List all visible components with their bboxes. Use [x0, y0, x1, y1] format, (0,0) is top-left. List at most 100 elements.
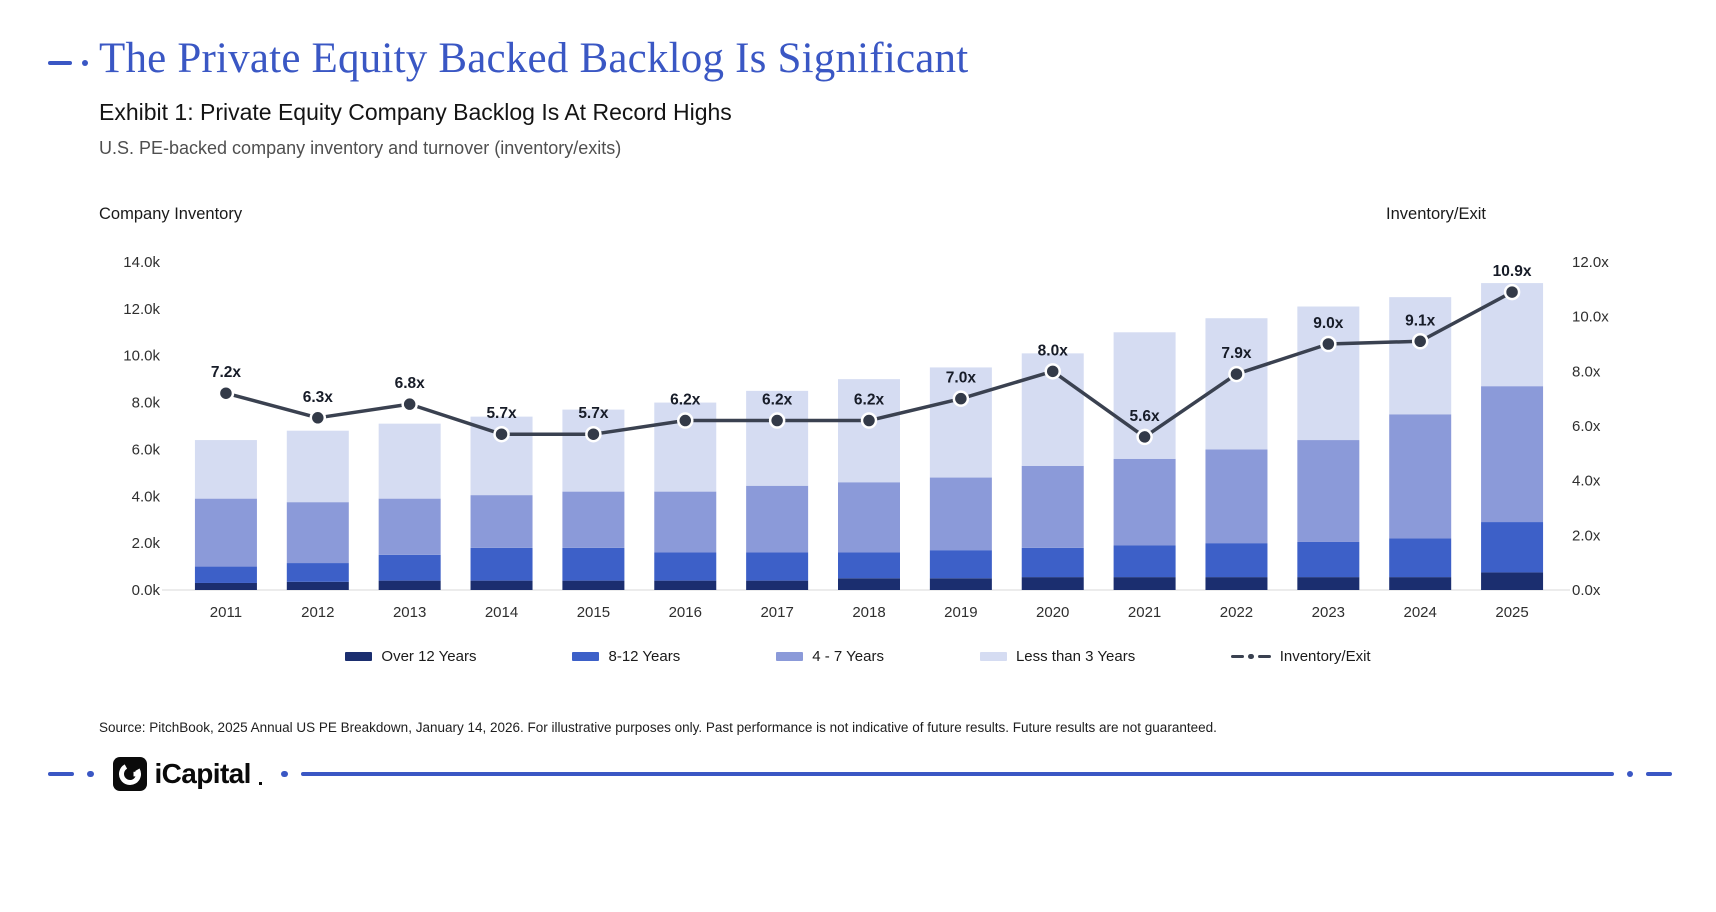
x-axis-label: 2022 — [1220, 604, 1253, 621]
line-marker — [1320, 335, 1337, 353]
legend-item: 4 - 7 Years — [776, 648, 884, 665]
brand-footer: iCapital — [48, 754, 1672, 794]
line-marker — [1503, 283, 1521, 301]
bar-segment — [378, 498, 441, 555]
bar-segment — [1205, 449, 1268, 544]
line-marker — [1136, 428, 1153, 446]
right-axis-tick: 10.0x — [1572, 309, 1609, 326]
right-axis-tick: 12.0x — [1572, 254, 1609, 271]
bar-segment — [929, 477, 992, 551]
bar-segment — [470, 495, 533, 548]
bar-segment — [1481, 522, 1544, 573]
line-marker — [677, 412, 694, 429]
value-label: 6.2x — [854, 392, 885, 409]
stacked-bar-line-chart: 0.0k 2.0k 4.0k 6.0k 8.0k 10.0k 12.0k 14.0k 0.0x 2… — [123, 254, 1609, 621]
bar-segment — [194, 566, 257, 583]
line-marker — [1411, 333, 1429, 350]
legend-label: 4 - 7 Years — [812, 648, 884, 665]
right-axis-tick: 2.0x — [1572, 527, 1601, 544]
line-marker — [309, 409, 327, 427]
bar-segment — [1297, 440, 1360, 542]
brand-wordmark: iCapital — [154, 758, 252, 789]
value-label: 6.3x — [303, 389, 334, 406]
bar-segment — [654, 491, 717, 553]
icapital-logo-icon — [112, 757, 147, 791]
legend-line-swatch-icon — [1231, 653, 1271, 660]
legend-item: 8-12 Years — [572, 648, 680, 665]
legend-item: Less than 3 Years — [979, 648, 1135, 665]
x-axis-label: 2017 — [760, 604, 793, 621]
bar-segment — [654, 580, 717, 590]
bar-segment — [378, 554, 441, 581]
left-axis-tick: 6.0k — [132, 441, 161, 458]
bar-segment — [1389, 577, 1452, 590]
bar-segment — [929, 367, 992, 478]
left-axis-tick: 2.0k — [132, 535, 161, 552]
icapital-logo: iCapital — [112, 757, 263, 791]
dash-icon — [1257, 654, 1271, 659]
legend-label: Over 12 Years — [381, 648, 477, 665]
bar-segment — [1021, 465, 1084, 548]
value-label: 5.7x — [486, 405, 517, 422]
value-label: 7.2x — [211, 364, 242, 381]
line-marker — [217, 384, 235, 402]
x-axis-label: 2023 — [1312, 604, 1345, 621]
right-axis-tick: 0.0x — [1572, 582, 1601, 599]
legend-swatch — [776, 652, 804, 661]
trademark-dot-icon — [258, 781, 263, 785]
x-axis-label: 2020 — [1036, 604, 1069, 621]
bar-segment — [194, 498, 257, 567]
bar-segment — [746, 390, 809, 486]
bar-segment — [1205, 577, 1268, 590]
right-axis-tick: 6.0x — [1572, 418, 1601, 435]
line-marker — [493, 425, 510, 443]
bar-segment — [1389, 297, 1452, 415]
line-marker — [1044, 363, 1061, 380]
title-decoration — [48, 60, 88, 66]
line-marker — [1228, 365, 1245, 383]
legend-label: 8-12 Years — [608, 648, 681, 665]
value-label: 9.0x — [1313, 315, 1344, 332]
right-axis-title: Inventory/Exit — [1386, 205, 1486, 223]
bar-segment — [470, 547, 533, 581]
bar-segment — [1389, 538, 1452, 578]
bar-segment — [1113, 577, 1176, 590]
bar-segment — [286, 430, 349, 503]
dash-icon — [48, 772, 74, 776]
bar-segment — [929, 550, 992, 579]
x-axis-label: 2025 — [1495, 604, 1528, 621]
value-label: 5.6x — [1130, 408, 1161, 425]
legend-swatch — [345, 652, 373, 661]
dot-icon — [281, 770, 288, 778]
dash-icon — [1646, 772, 1672, 776]
left-axis-tick: 10.0k — [123, 348, 160, 365]
bar-segment — [838, 482, 900, 553]
line-marker — [585, 425, 602, 443]
value-label: 9.1x — [1405, 312, 1436, 329]
x-axis-label: 2016 — [669, 604, 702, 621]
bar-segment — [1113, 545, 1176, 578]
bar-segment — [1021, 547, 1084, 578]
chart-legend: Over 12 Years 8-12 Years 4 - 7 Years Less t… — [0, 648, 1716, 665]
x-axis-label: 2012 — [301, 604, 334, 621]
bar-segment — [929, 578, 992, 590]
bar-segment — [194, 582, 257, 590]
bar-segment — [746, 485, 809, 553]
left-axis-tick: 4.0k — [132, 488, 161, 505]
exhibit-title: Exhibit 1: Private Equity Company Backlo… — [99, 99, 732, 125]
chart-subtitle: U.S. PE-backed company inventory and tur… — [99, 138, 622, 158]
bar-segment — [286, 502, 349, 564]
source-note: Source: PitchBook, 2025 Annual US PE Bre… — [99, 720, 1217, 735]
bar-segment — [1297, 306, 1360, 441]
bar-segment — [470, 580, 533, 590]
right-axis-tick: 8.0x — [1572, 363, 1601, 380]
value-label: 5.7x — [578, 405, 609, 422]
bar-segment — [1205, 543, 1268, 578]
bar-segment — [378, 423, 441, 499]
legend-swatch — [572, 652, 600, 661]
page-title: The Private Equity Backed Backlog Is Sig… — [99, 35, 969, 82]
legend-swatch — [979, 652, 1007, 661]
bar-segment — [378, 580, 441, 590]
bar-segment — [562, 580, 625, 590]
